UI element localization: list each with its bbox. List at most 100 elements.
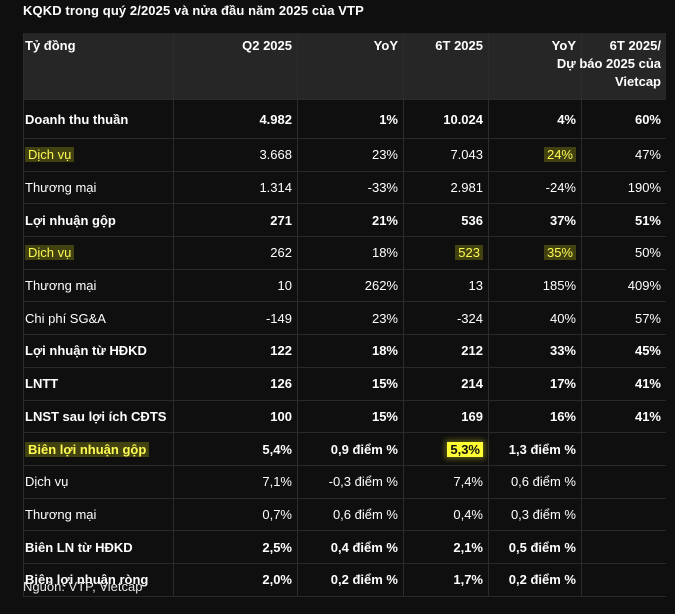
table-row: Thương mại 10 262% 13 185% 409%	[24, 269, 666, 303]
cell-h1: 212	[404, 335, 489, 367]
cell-fc: 45%	[582, 335, 666, 367]
table-row: Dịch vụ 7,1% -0,3 điểm % 7,4% 0,6 điểm %	[24, 465, 666, 499]
header-6t-2025: 6T 2025	[404, 33, 489, 99]
cell-text: 5,4%	[262, 441, 292, 457]
cell-yoy2: 35%	[489, 237, 582, 269]
cell-yoy: 18%	[298, 335, 404, 367]
cell-yoy2: 0,3 điểm %	[489, 498, 582, 531]
cell-text: 35%	[543, 245, 576, 261]
cell-text: Chi phí SG&A	[25, 310, 106, 326]
cell-text: 7,1%	[262, 474, 292, 490]
cell-text: 185%	[542, 278, 576, 294]
cell-h1: 7.043	[404, 139, 489, 171]
cell-yoy2: 37%	[489, 204, 582, 237]
cell-text: 3.668	[259, 147, 292, 163]
cell-label: Biên LN từ HĐKD	[24, 531, 174, 563]
cell-text: 122	[270, 343, 292, 359]
cell-fc: 50%	[582, 237, 666, 269]
cell-label: Chi phí SG&A	[24, 302, 174, 335]
table-title: KQKD trong quý 2/2025 và nửa đầu năm 202…	[23, 3, 364, 18]
cell-fc	[582, 564, 666, 596]
header-yoy-6t: YoY	[489, 33, 582, 99]
cell-fc	[582, 499, 666, 531]
header-forecast-line-3: Vietcap	[614, 74, 661, 89]
cell-fc: 41%	[582, 368, 666, 400]
cell-label: Biên lợi nhuận gộp	[24, 433, 174, 465]
cell-label: Lợi nhuận gộp	[24, 204, 174, 237]
cell-q2: 10	[174, 269, 298, 302]
cell-fc: 409%	[582, 270, 666, 302]
cell-label: LNTT	[24, 367, 174, 400]
cell-text: 1,7%	[453, 572, 483, 588]
cell-fc: 57%	[582, 302, 666, 334]
cell-text: 0,7%	[262, 506, 292, 522]
cell-q2: 2,0%	[174, 563, 298, 596]
cell-yoy: 0,4 điểm %	[298, 531, 404, 563]
cell-text: 41%	[634, 408, 661, 424]
cell-text: 409%	[627, 278, 661, 294]
table-row: Doanh thu thuần 4.982 1% 10.024 4% 60%	[24, 100, 666, 139]
cell-h1: 1,7%	[404, 563, 489, 596]
cell-label: Thương mại	[24, 269, 174, 302]
cell-text: 21%	[371, 212, 398, 228]
cell-text: 262	[270, 245, 292, 261]
table-row: Biên lợi nhuận ròng 2,0% 0,2 điểm % 1,7% 0,2…	[24, 563, 666, 597]
cell-text: 18%	[371, 245, 398, 261]
cell-h1: 5,3%	[404, 433, 489, 465]
cell-text: 1.314	[259, 180, 292, 196]
table-row: Dịch vụ 262 18% 523 35% 50%	[24, 237, 666, 270]
cell-yoy2: 0,2 điểm %	[489, 563, 582, 596]
cell-text: 18%	[371, 343, 398, 359]
cell-yoy: 0,6 điểm %	[298, 498, 404, 531]
cell-q2: 0,7%	[174, 498, 298, 531]
cell-yoy: 0,9 điểm %	[298, 433, 404, 465]
cell-text: 536	[461, 212, 483, 228]
cell-text: 10	[277, 278, 292, 294]
cell-text: 24%	[543, 147, 576, 163]
cell-text: Lợi nhuận gộp	[25, 212, 116, 228]
source-note: Nguồn: VTP, Vietcap	[23, 579, 143, 594]
cell-yoy: 21%	[298, 204, 404, 237]
table-row: Biên LN từ HĐKD 2,5% 0,4 điểm % 2,1% 0,5 điể…	[24, 531, 666, 564]
cell-h1: 214	[404, 367, 489, 400]
cell-text: 15%	[371, 408, 398, 424]
cell-yoy2: 1,3 điểm %	[489, 433, 582, 465]
cell-text: 33%	[549, 343, 576, 359]
cell-h1: 13	[404, 269, 489, 302]
cell-yoy2: 0,5 điểm %	[489, 531, 582, 563]
cell-yoy2: 40%	[489, 302, 582, 335]
table-header-row: Tỷ đồng Q2 2025 YoY 6T 2025 YoY 6T 2025/…	[24, 33, 666, 100]
cell-text: 126	[270, 376, 292, 392]
cell-h1: 0,4%	[404, 498, 489, 531]
cell-label: Thương mại	[24, 498, 174, 531]
cell-h1: 2,1%	[404, 531, 489, 563]
cell-yoy: 15%	[298, 367, 404, 400]
cell-yoy: 262%	[298, 269, 404, 302]
cell-q2: 100	[174, 400, 298, 433]
cell-text: 0,9 điểm %	[330, 441, 398, 457]
cell-text: 271	[270, 212, 292, 228]
cell-text: 15%	[371, 376, 398, 392]
cell-q2: 1.314	[174, 171, 298, 204]
cell-fc: 51%	[582, 204, 666, 236]
table-row: LNST sau lợi ích CĐTS 100 15% 169 16% 41%	[24, 400, 666, 434]
cell-text: Doanh thu thuần	[25, 111, 129, 127]
cell-text: 0,2 điểm %	[508, 572, 576, 588]
cell-text: Biên LN từ HĐKD	[25, 539, 133, 555]
cell-h1: 7,4%	[404, 465, 489, 498]
cell-text: 23%	[371, 147, 398, 163]
cell-label: Dịch vụ	[24, 465, 174, 498]
header-q2-2025: Q2 2025	[174, 33, 298, 99]
cell-yoy: 1%	[298, 100, 404, 138]
cell-label: Dịch vụ	[24, 237, 174, 269]
table-row: Biên lợi nhuận gộp 5,4% 0,9 điểm % 5,3% 1,3 …	[24, 433, 666, 466]
cell-text: 5,3%	[447, 441, 483, 457]
cell-q2: 271	[174, 204, 298, 237]
cell-h1: 10.024	[404, 100, 489, 138]
header-unit: Tỷ đồng	[24, 33, 174, 99]
cell-yoy2: 4%	[489, 100, 582, 138]
cell-q2: 126	[174, 367, 298, 400]
cell-yoy: 0,2 điểm %	[298, 563, 404, 596]
cell-text: 1,3 điểm %	[508, 441, 576, 457]
cell-yoy: -0,3 điểm %	[298, 465, 404, 498]
